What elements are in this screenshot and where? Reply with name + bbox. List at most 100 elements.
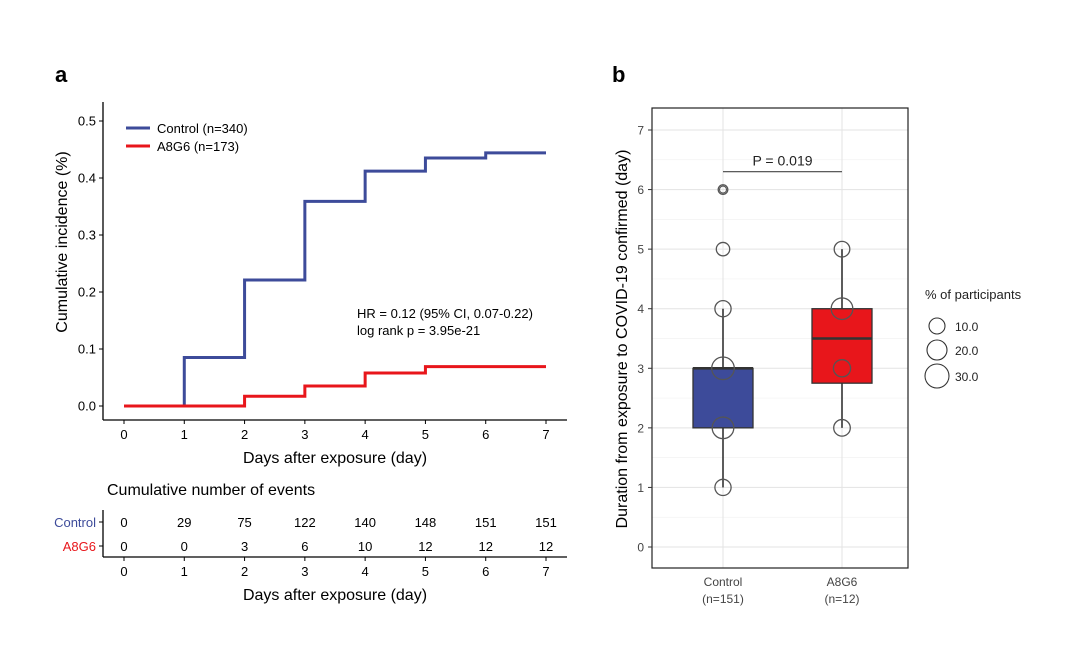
x-tick-n-a8g6: (n=12) (824, 592, 859, 606)
risk-x-tick-label: 1 (181, 564, 188, 579)
panel-a-x-ticks: 0 1 2 3 4 5 6 7 (120, 420, 550, 442)
panel-b-y-ticks: 0 1 2 3 4 5 6 7 (637, 124, 652, 555)
x-tick-label: 0 (120, 427, 127, 442)
panel-b-plot-border (651, 107, 909, 569)
size-legend-label-20: 20.0 (955, 344, 979, 358)
panel-b-x-ticks: Control (n=151) A8G6 (n=12) (702, 575, 859, 606)
point-a8g6 (833, 240, 851, 258)
risk-table-cell: 148 (415, 515, 437, 530)
size-legend-circle-30 (924, 363, 950, 389)
series-line-a8g6 (124, 365, 546, 408)
x-tick-label: 7 (542, 427, 549, 442)
risk-table-cell: 3 (241, 539, 248, 554)
risk-table-cell: 6 (301, 539, 308, 554)
panel-a-label: a (55, 62, 68, 87)
y-tick-label: 0 (637, 541, 644, 555)
panel-a-lines (124, 151, 546, 408)
y-tick-label: 5 (637, 243, 644, 257)
risk-table-row-label-a8g6: A8G6 (63, 539, 96, 554)
box-control (692, 367, 754, 429)
point-control (714, 478, 732, 497)
y-tick-label: 0.0 (78, 399, 96, 414)
y-tick-label: 1 (637, 481, 644, 495)
logrank-annotation: log rank p = 3.95e-21 (357, 323, 480, 338)
risk-table-cell: 10 (358, 539, 372, 554)
risk-table-cell: 0 (120, 515, 127, 530)
x-tick-label: 5 (422, 427, 429, 442)
legend-label-a8g6: A8G6 (n=173) (157, 139, 239, 154)
size-legend: % of participants 10.0 20.0 30.0 (924, 287, 1022, 389)
point-control (715, 241, 731, 257)
panel-b-boxes (692, 185, 873, 488)
y-tick-label: 0.3 (78, 228, 96, 243)
risk-x-tick-label: 6 (482, 564, 489, 579)
risk-table-x-axis-title: Days after exposure (day) (243, 587, 427, 604)
panel-a: a Cumulative incidence (%) 0.00.10.20.30… (54, 62, 567, 604)
point-a8g6 (833, 418, 851, 437)
risk-x-tick-label: 3 (301, 564, 308, 579)
y-tick-label: 7 (637, 124, 644, 138)
x-tick-label: 4 (362, 427, 369, 442)
risk-table-cell: 12 (478, 539, 492, 554)
point-control (714, 299, 732, 318)
hr-annotation: HR = 0.12 (95% CI, 0.07-0.22) (357, 306, 533, 321)
size-legend-title: % of participants (925, 287, 1022, 302)
x-tick-label: 1 (181, 427, 188, 442)
risk-table-cell: 0 (181, 539, 188, 554)
risk-table-row-label-control: Control (54, 515, 96, 530)
point-control (711, 356, 735, 381)
risk-x-tick-label: 4 (362, 564, 369, 579)
size-legend-circle-20 (926, 339, 948, 361)
y-tick-label: 0.4 (78, 171, 96, 186)
panel-a-x-axis-title: Days after exposure (day) (243, 450, 427, 467)
x-tick-n-control: (n=151) (702, 592, 744, 606)
x-tick-label: 3 (301, 427, 308, 442)
size-legend-label-30: 30.0 (955, 370, 979, 384)
risk-table-cell: 75 (237, 515, 251, 530)
risk-table-cell: 140 (354, 515, 376, 530)
panel-a-y-axis-title: Cumulative incidence (%) (54, 151, 71, 332)
y-tick-label: 0.2 (78, 285, 96, 300)
panel-b-points (711, 184, 854, 497)
risk-x-tick-label: 5 (422, 564, 429, 579)
risk-table-cell: 151 (535, 515, 557, 530)
size-legend-label-10: 10.0 (955, 320, 979, 334)
panel-a-legend: Control (n=340) A8G6 (n=173) (126, 121, 248, 154)
panel-b-label: b (612, 62, 625, 87)
y-tick-label: 0.1 (78, 342, 96, 357)
point-a8g6 (830, 297, 854, 321)
size-legend-circle-10 (928, 317, 946, 335)
point-control (717, 184, 729, 196)
risk-table-cell: 12 (539, 539, 553, 554)
risk-x-tick-label: 7 (542, 564, 549, 579)
outlier-control (718, 185, 728, 194)
box-a8g6 (811, 308, 873, 384)
x-tick-label-control: Control (704, 575, 743, 589)
panel-b: b Duration from exposure to COVID-19 con… (612, 62, 1022, 606)
point-control (711, 416, 735, 440)
x-tick-label-a8g6: A8G6 (827, 575, 858, 589)
legend-label-control: Control (n=340) (157, 121, 248, 136)
risk-table-cell: 29 (177, 515, 191, 530)
y-tick-label: 0.5 (78, 114, 96, 129)
y-tick-label: 3 (637, 362, 644, 376)
panel-b-y-axis-title: Duration from exposure to COVID-19 confi… (614, 150, 631, 529)
risk-table-values: 0 29 75 122 140 148 151 151 0 0 3 6 10 12 12 12 (120, 515, 556, 554)
panel-a-y-ticks: 0.0 0.1 0.2 0.3 0.4 0.5 (78, 114, 103, 414)
series-line-control (124, 151, 546, 408)
risk-table-title: Cumulative number of events (107, 482, 315, 499)
risk-table-cell: 0 (120, 539, 127, 554)
x-tick-label: 6 (482, 427, 489, 442)
risk-table-cell: 12 (418, 539, 432, 554)
y-tick-label: 4 (637, 302, 644, 316)
x-tick-label: 2 (241, 427, 248, 442)
significance-label: P = 0.019 (752, 153, 812, 169)
point-a8g6 (832, 359, 852, 378)
risk-table-cell: 151 (475, 515, 497, 530)
risk-table-cell: 122 (294, 515, 316, 530)
risk-table-x-ticks: 0 1 2 3 4 5 6 7 (120, 557, 550, 579)
y-tick-label: 2 (637, 421, 644, 435)
risk-x-tick-label: 2 (241, 564, 248, 579)
risk-x-tick-label: 0 (120, 564, 127, 579)
